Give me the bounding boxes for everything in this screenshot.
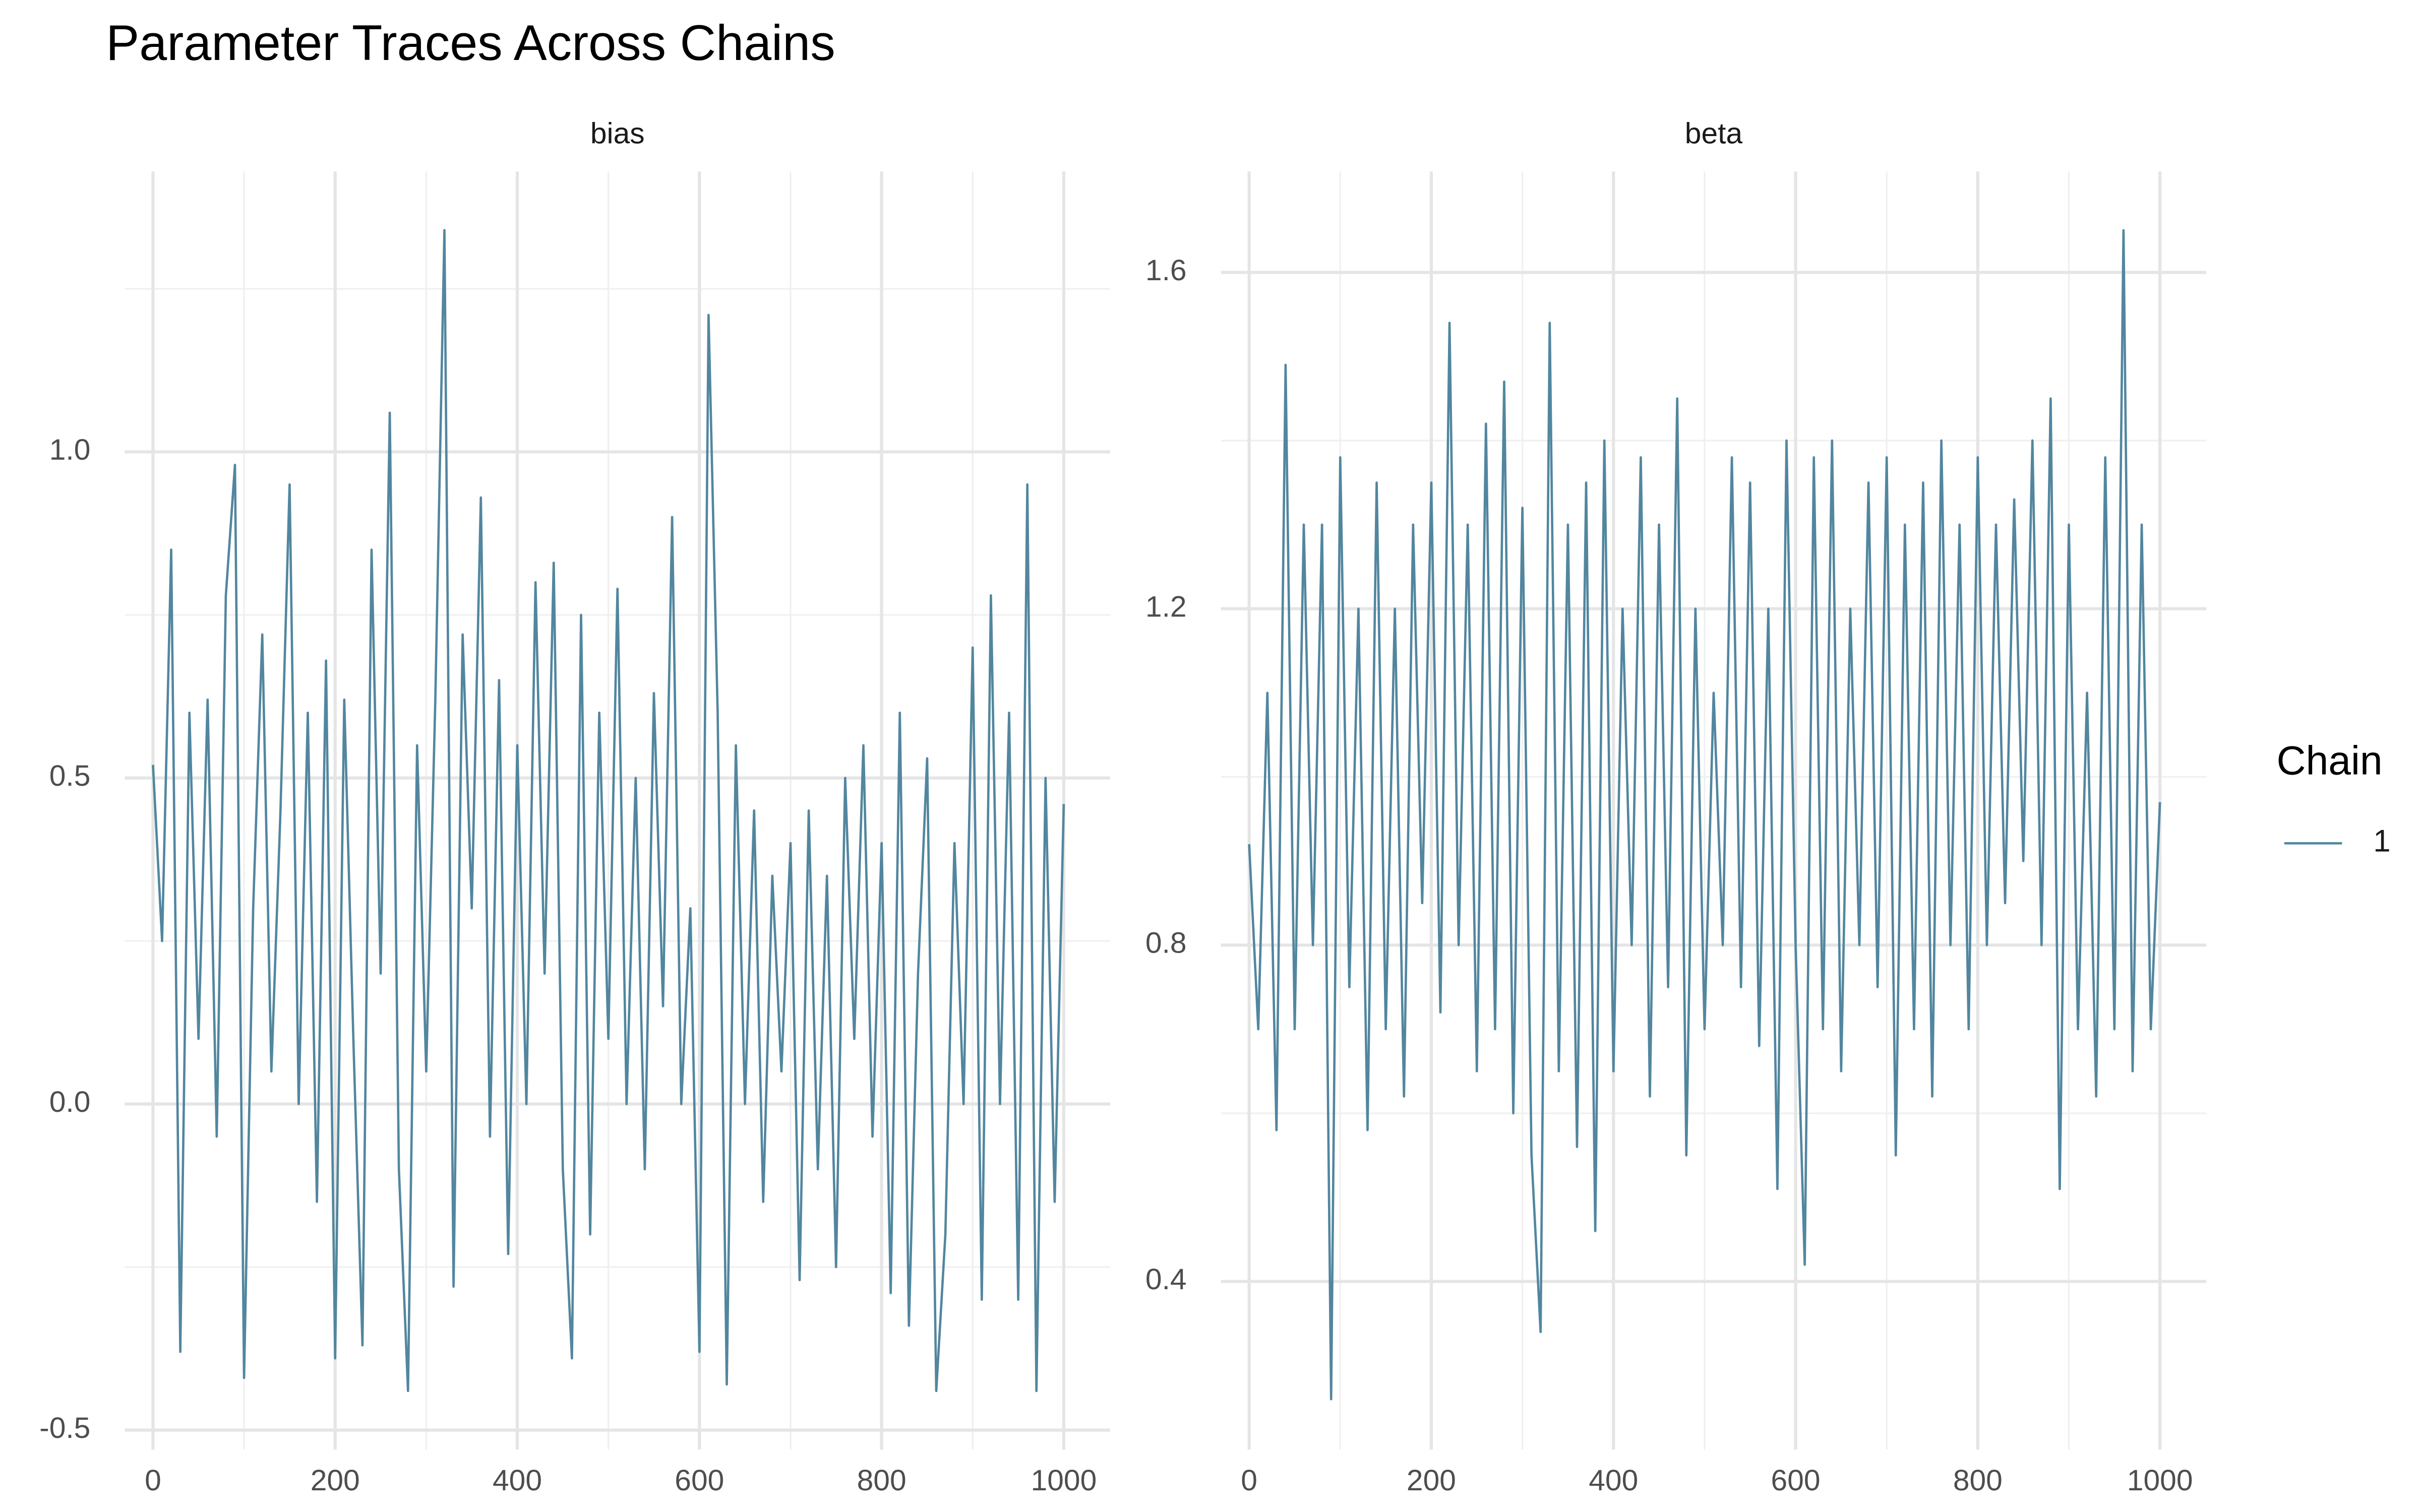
- strip-label: bias: [590, 117, 645, 150]
- trace-line: [1248, 229, 2161, 1401]
- x-tick-label: 600: [675, 1464, 724, 1497]
- y-tick-label: 1.0: [49, 433, 91, 466]
- y-tick-label: -0.5: [39, 1412, 90, 1444]
- x-tick-label: 800: [1953, 1464, 2003, 1497]
- strip-label: beta: [1685, 117, 1743, 150]
- x-tick-label: 1000: [1031, 1464, 1097, 1497]
- x-tick-label: 0: [145, 1464, 161, 1497]
- y-tick-label: 1.2: [1145, 590, 1187, 623]
- y-tick-label: 0.5: [49, 760, 91, 792]
- x-tick-label: 1000: [2127, 1464, 2193, 1497]
- y-tick-label: 0.4: [1145, 1263, 1187, 1296]
- y-tick-label: 0.0: [49, 1086, 91, 1118]
- x-tick-label: 600: [1771, 1464, 1821, 1497]
- x-tick-label: 200: [1407, 1464, 1456, 1497]
- x-tick-label: 0: [1241, 1464, 1257, 1497]
- legend-label: 1: [2373, 824, 2390, 859]
- trace-line: [152, 229, 1065, 1393]
- legend-title: Chain: [2276, 738, 2382, 784]
- x-tick-label: 200: [311, 1464, 360, 1497]
- y-tick-label: 0.8: [1145, 927, 1187, 960]
- chart-title: Parameter Traces Across Chains: [106, 15, 835, 71]
- y-tick-label: 1.6: [1145, 254, 1187, 287]
- x-tick-label: 400: [1589, 1464, 1638, 1497]
- x-tick-label: 400: [493, 1464, 542, 1497]
- x-tick-label: 800: [857, 1464, 906, 1497]
